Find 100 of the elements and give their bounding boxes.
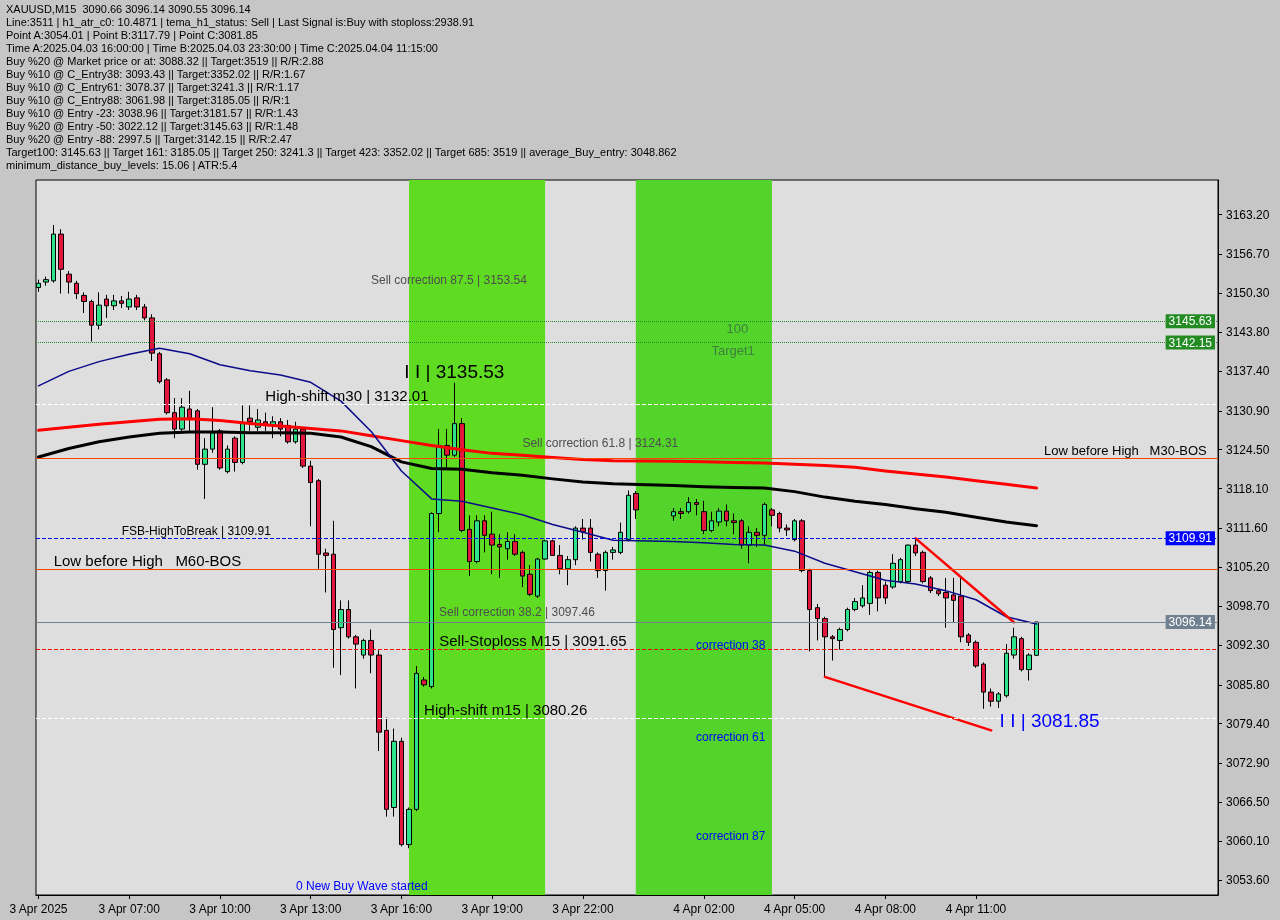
candlestick	[686, 496, 691, 514]
chart-title: XAUUSD,M15 3090.66 3096.14 3090.55 3096.14	[6, 3, 252, 16]
candlestick	[913, 539, 918, 557]
annotation: correction 61	[696, 730, 766, 744]
y-tick-label: 3111.60	[1226, 521, 1268, 536]
candlestick	[414, 665, 419, 812]
candlestick	[104, 294, 109, 319]
candlestick	[830, 634, 835, 662]
annotation: 0 New Buy Wave started	[296, 879, 428, 893]
annotation: I I | 3081.85	[999, 709, 1100, 731]
candlestick	[898, 557, 903, 584]
y-tick-label: 3079.40	[1226, 716, 1270, 731]
candlestick	[202, 437, 208, 500]
candlestick	[709, 511, 714, 533]
candlestick	[799, 518, 805, 573]
candlestick	[920, 550, 926, 584]
candlestick	[225, 444, 230, 474]
candlestick	[399, 737, 404, 847]
text: Point A:3054.01 | Point B:3117.79 | Point C:3081.85	[6, 29, 259, 42]
candlestick	[618, 522, 623, 555]
candlestick	[731, 513, 737, 535]
y-tick-label: 3156.70	[1226, 247, 1270, 262]
ref-line-label: 3096.14	[1168, 615, 1213, 629]
candlestick	[573, 525, 578, 566]
candlestick	[497, 533, 502, 579]
candlestick	[1004, 643, 1009, 699]
candlestick	[845, 607, 850, 632]
candlestick	[550, 539, 555, 557]
annotation: 100	[726, 321, 749, 337]
candlestick	[368, 629, 374, 674]
candlestick	[111, 294, 117, 311]
candlestick	[74, 280, 79, 300]
candlestick	[557, 544, 563, 575]
candlestick	[784, 523, 790, 537]
candlestick	[232, 435, 238, 473]
candlestick	[89, 299, 94, 343]
annotation: Target1	[711, 342, 755, 358]
ref-line-label: 3109.91	[1168, 531, 1213, 546]
y-tick-label: 3163.20	[1226, 207, 1270, 222]
candlestick	[678, 507, 684, 520]
candlestick	[308, 460, 313, 527]
candlestick	[323, 548, 329, 593]
annotation: Sell correction 38.2 | 3097.46	[439, 605, 596, 619]
candlestick	[58, 228, 64, 295]
text: Buy %10 @ C_Entry61: 3078.37 || Target:3241.3 || R/R:1.17	[6, 81, 301, 94]
candlestick	[754, 527, 760, 548]
y-tick-label: 3072.90	[1226, 756, 1270, 771]
candlestick	[610, 546, 616, 561]
y-tick-label: 3137.40	[1226, 364, 1270, 379]
candlestick	[724, 503, 729, 527]
candlestick	[852, 597, 858, 612]
candlestick	[535, 557, 540, 599]
candlestick	[588, 518, 593, 562]
x-tick-label: 3 Apr 13:00	[280, 902, 342, 916]
line-series	[37, 347, 1038, 625]
candlestick	[996, 691, 1001, 709]
candlestick	[951, 577, 956, 624]
candlestick	[837, 627, 843, 651]
candlestick	[694, 498, 699, 516]
y-tick-label: 3130.90	[1226, 403, 1270, 418]
candlestick	[595, 551, 601, 579]
x-tick-label: 4 Apr 08:00	[854, 902, 917, 916]
candlestick	[890, 553, 896, 590]
text: Buy %10 @ C_Entry38: 3093.43 || Target:3352.02 || R/R:1.67	[6, 68, 307, 81]
x-tick-label: 4 Apr 05:00	[763, 902, 826, 916]
y-tick-label: 3105.20	[1226, 559, 1270, 574]
candlestick	[406, 807, 412, 849]
candlestick	[792, 518, 797, 542]
y-tick-label: 3092.30	[1226, 638, 1270, 653]
candlestick	[1026, 652, 1032, 682]
candlestick	[142, 303, 147, 321]
x-tick-label: 4 Apr 11:00	[945, 902, 1007, 916]
candlestick	[701, 500, 707, 535]
text: Buy %20 @ Entry -88: 2997.5 || Target:3142.15 || R/R:2.47	[6, 133, 293, 146]
x-tick-label: 3 Apr 16:00	[370, 902, 433, 916]
candlestick	[762, 502, 767, 546]
candlestick	[860, 584, 865, 609]
text: Buy %20 @ Entry -50: 3022.12 || Target:3145.63 || R/R:1.48	[6, 120, 300, 133]
x-tick-label: 4 Apr 02:00	[673, 902, 735, 916]
candlestick	[316, 478, 321, 570]
y-tick-label: 3124.50	[1226, 442, 1270, 457]
candlestick	[867, 570, 873, 616]
candlestick	[580, 518, 586, 541]
candlestick	[51, 224, 56, 284]
candlestick	[134, 294, 140, 311]
candlestick	[96, 291, 102, 330]
text: Buy %20 @ Market price or at: 3088.32 || Target:3519 || R/R:2.88	[6, 55, 325, 68]
annotation: I I | 3135.53	[404, 360, 505, 382]
candlestick	[452, 382, 457, 458]
x-tick-label: 3 Apr 2025	[9, 902, 68, 916]
y-tick-label: 3085.80	[1226, 677, 1270, 692]
candlestick	[565, 555, 571, 586]
y-tick-label: 3060.10	[1226, 833, 1270, 848]
candlestick	[875, 570, 881, 612]
candlestick	[157, 351, 162, 384]
candlestick	[966, 632, 971, 647]
candlestick	[489, 511, 495, 575]
candlestick	[482, 514, 487, 553]
candlestick	[1019, 636, 1024, 672]
line-series	[37, 417, 1039, 490]
